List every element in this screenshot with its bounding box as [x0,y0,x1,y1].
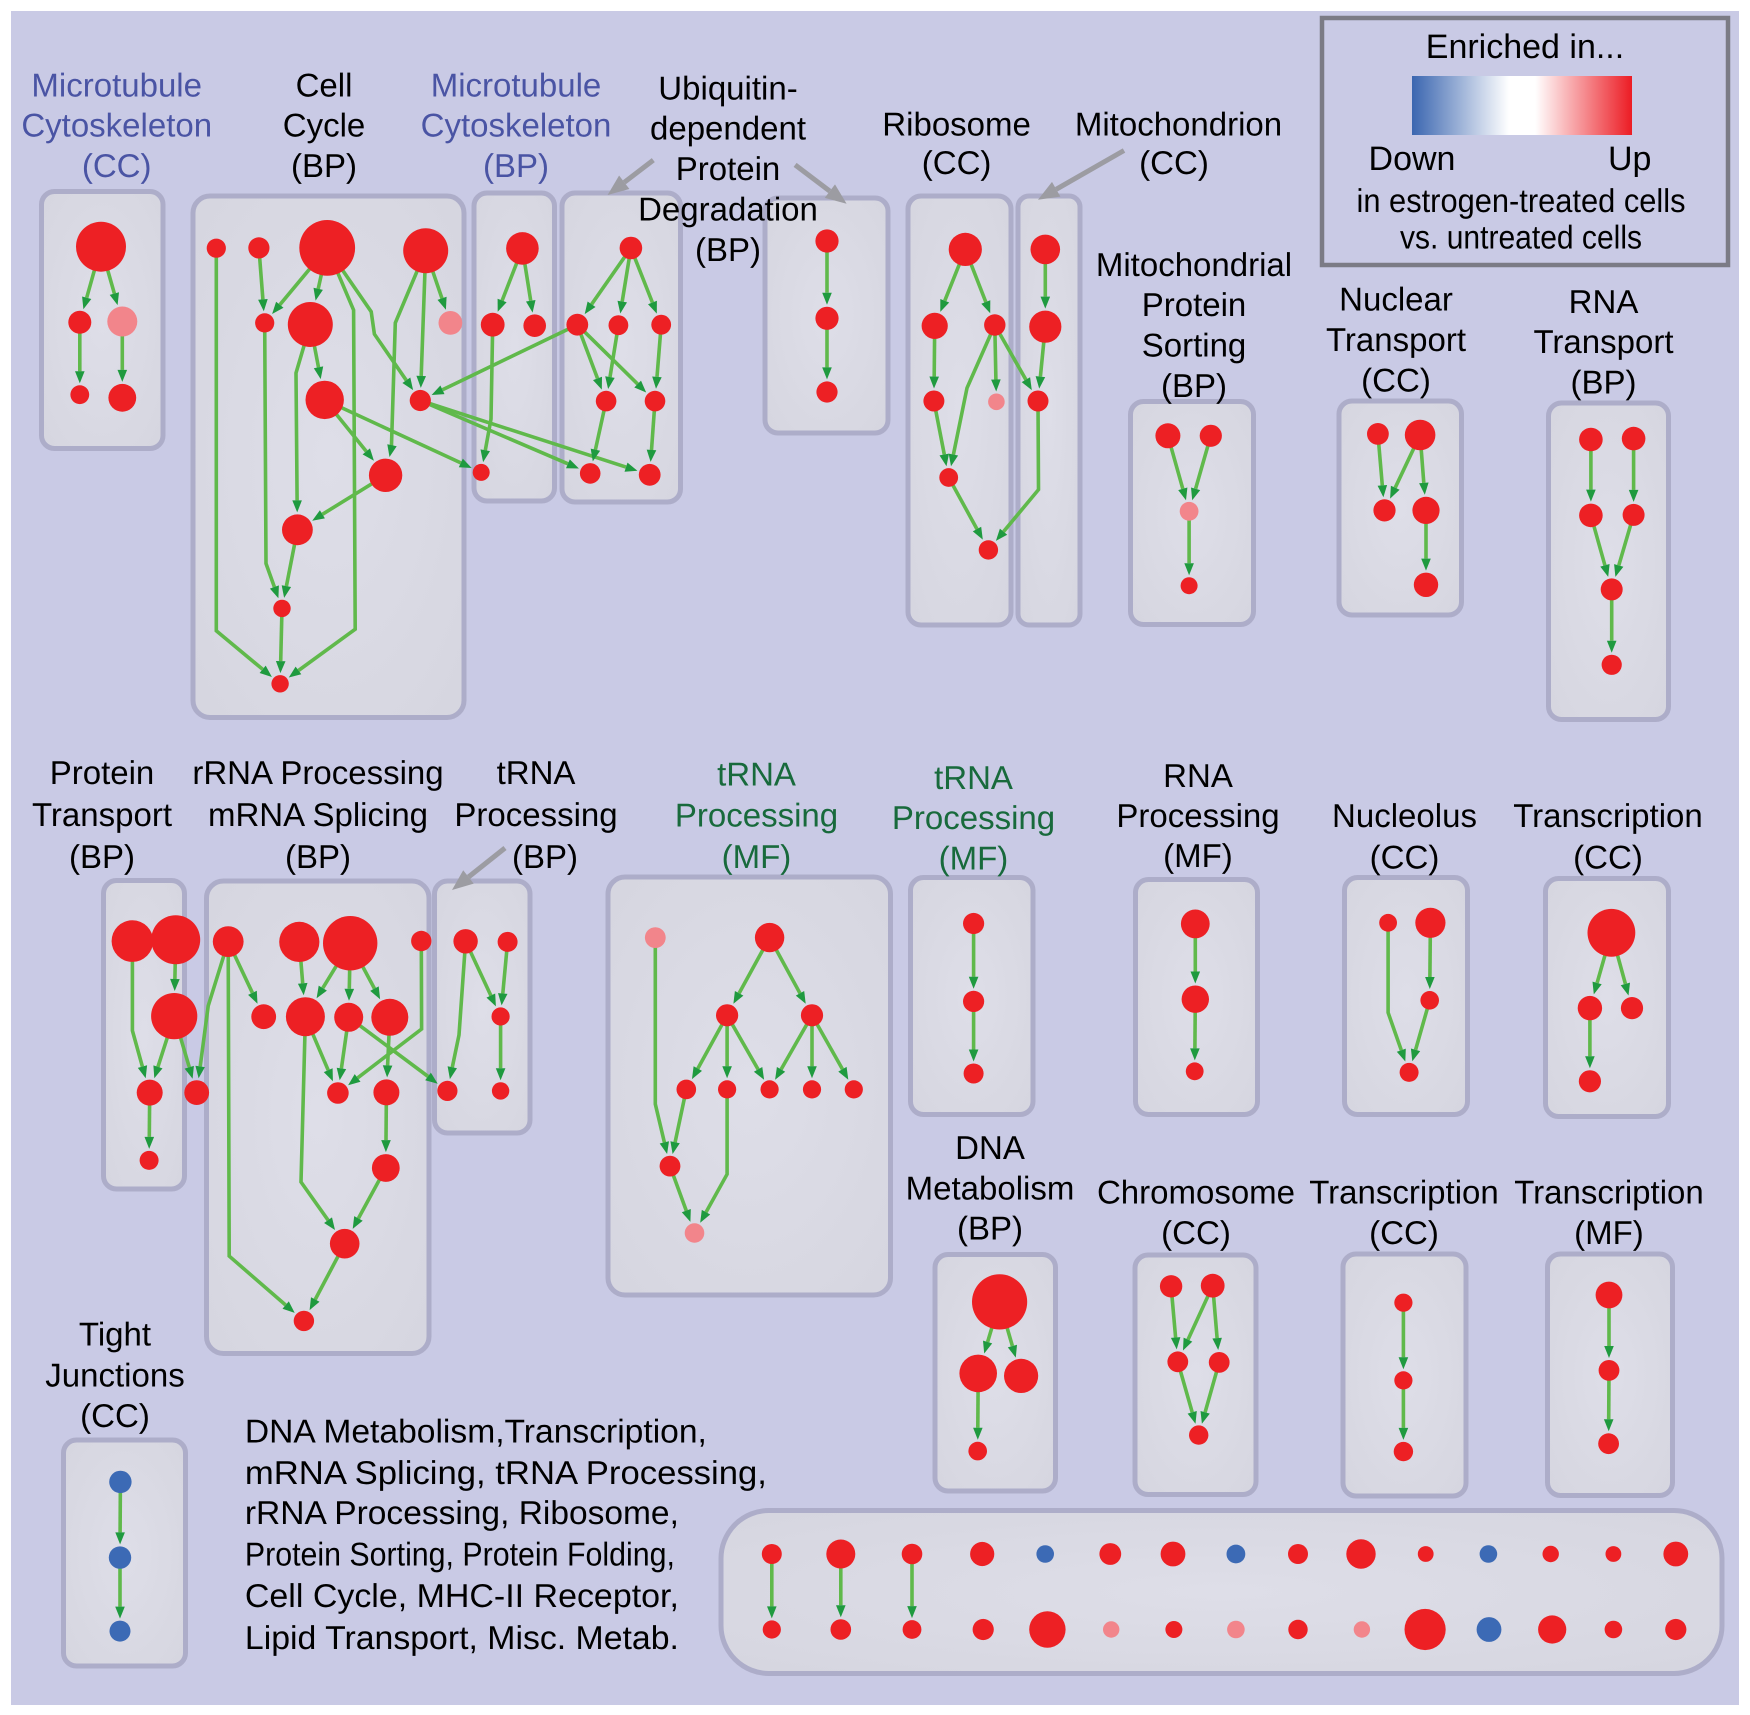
svg-text:Microtubule: Microtubule [31,66,202,103]
svg-text:tRNA: tRNA [497,754,576,791]
svg-text:Mitochondrial: Mitochondrial [1096,246,1292,283]
svg-text:Processing: Processing [1116,797,1279,834]
svg-text:DNA Metabolism,Transcription,: DNA Metabolism,Transcription, [245,1412,707,1449]
svg-text:Processing: Processing [454,796,617,833]
svg-text:tRNA: tRNA [934,759,1013,796]
svg-text:Cytoskeleton: Cytoskeleton [421,107,612,144]
svg-text:Chromosome: Chromosome [1097,1174,1295,1211]
svg-text:Protein: Protein [1142,286,1247,323]
svg-text:Processing: Processing [675,797,838,834]
svg-text:Transcription: Transcription [1513,797,1703,834]
svg-text:Mitochondrion: Mitochondrion [1075,106,1282,143]
svg-text:Protein Sorting, Protein Foldi: Protein Sorting, Protein Folding, [245,1536,675,1573]
svg-text:Metabolism: Metabolism [906,1170,1075,1207]
svg-text:Cell: Cell [296,66,353,103]
svg-text:mRNA Splicing, tRNA Processing: mRNA Splicing, tRNA Processing, [245,1454,767,1491]
svg-text:(CC): (CC) [1370,838,1440,875]
svg-text:(BP): (BP) [69,838,135,875]
svg-text:DNA: DNA [955,1129,1025,1166]
svg-text:(BP): (BP) [291,147,357,184]
svg-text:Microtubule: Microtubule [431,66,602,103]
svg-text:Junctions: Junctions [45,1356,184,1393]
svg-text:Transport: Transport [32,796,172,833]
svg-text:(BP): (BP) [512,838,578,875]
svg-text:(BP): (BP) [483,147,549,184]
svg-text:(MF): (MF) [1574,1214,1644,1251]
svg-text:Tight: Tight [79,1316,151,1353]
svg-text:Processing: Processing [892,799,1055,836]
svg-text:dependent: dependent [650,110,806,147]
svg-text:Ribosome: Ribosome [882,106,1031,143]
svg-text:Cytoskeleton: Cytoskeleton [21,107,212,144]
svg-text:(CC): (CC) [80,1397,150,1434]
svg-text:vs. untreated cells: vs. untreated cells [1400,219,1642,256]
svg-text:RNA: RNA [1569,283,1639,320]
svg-text:(MF): (MF) [1163,837,1233,874]
svg-text:Transport: Transport [1326,321,1466,358]
svg-text:(CC): (CC) [1573,838,1643,875]
svg-text:Transport: Transport [1534,323,1674,360]
svg-text:(MF): (MF) [939,839,1009,876]
svg-text:Cycle: Cycle [283,107,366,144]
svg-text:(CC): (CC) [922,144,992,181]
svg-text:(BP): (BP) [695,231,761,268]
svg-text:RNA: RNA [1163,757,1233,794]
svg-text:(CC): (CC) [82,147,152,184]
svg-text:rRNA Processing: rRNA Processing [192,754,443,791]
svg-text:Nuclear: Nuclear [1339,281,1453,318]
svg-text:Transcription: Transcription [1514,1174,1704,1211]
svg-text:Lipid Transport, Misc. Metab.: Lipid Transport, Misc. Metab. [245,1619,679,1656]
svg-text:Transcription: Transcription [1309,1174,1499,1211]
svg-text:(CC): (CC) [1361,361,1431,398]
svg-text:mRNA Splicing: mRNA Splicing [208,796,428,833]
svg-text:(BP): (BP) [285,838,351,875]
svg-text:rRNA Processing, Ribosome,: rRNA Processing, Ribosome, [245,1494,679,1531]
svg-text:in estrogen-treated cells: in estrogen-treated cells [1357,182,1686,219]
svg-text:Nucleolus: Nucleolus [1332,797,1477,834]
svg-text:(CC): (CC) [1369,1214,1439,1251]
svg-text:Degradation: Degradation [638,191,818,228]
svg-text:(CC): (CC) [1161,1214,1231,1251]
svg-text:(BP): (BP) [1161,367,1227,404]
svg-text:tRNA: tRNA [717,755,796,792]
svg-text:Enriched in...: Enriched in... [1426,28,1624,66]
svg-text:Cell Cycle, MHC-II Receptor,: Cell Cycle, MHC-II Receptor, [245,1577,679,1614]
svg-text:Up: Up [1608,140,1651,178]
svg-text:Sorting: Sorting [1142,327,1247,364]
svg-text:(CC): (CC) [1139,144,1209,181]
svg-text:Down: Down [1369,140,1456,178]
svg-text:(BP): (BP) [1571,364,1637,401]
svg-text:Protein: Protein [50,754,155,791]
svg-text:(BP): (BP) [957,1210,1023,1247]
svg-text:Ubiquitin-: Ubiquitin- [658,69,797,106]
svg-text:Protein: Protein [676,150,781,187]
svg-text:(MF): (MF) [722,838,792,875]
